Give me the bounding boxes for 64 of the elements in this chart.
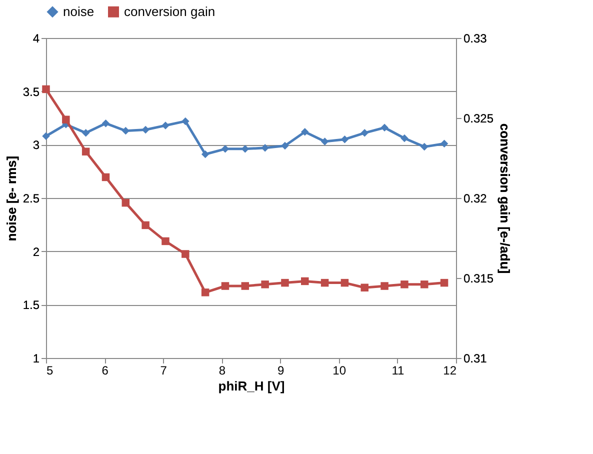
point	[42, 85, 50, 94]
point	[82, 129, 90, 137]
point	[380, 282, 388, 290]
point	[420, 280, 428, 288]
point	[142, 221, 150, 230]
y2-axis-title: conversion gain [e-/adu]	[498, 123, 513, 274]
point	[261, 144, 269, 152]
point	[400, 280, 408, 288]
point	[320, 138, 329, 146]
x-tick-label: 10	[332, 364, 346, 378]
point	[62, 116, 70, 124]
point	[162, 122, 170, 130]
y2-tick-label: 0.315	[464, 272, 494, 286]
point	[281, 142, 289, 150]
y2-tick-label: 0.33	[464, 32, 488, 46]
y2-tick-label: 0.32	[464, 192, 488, 206]
point	[340, 135, 349, 144]
x-axis-title: phiR_H [V]	[218, 378, 285, 394]
point	[241, 282, 250, 290]
point	[221, 282, 230, 290]
point	[42, 132, 50, 140]
point	[82, 148, 90, 156]
point	[301, 277, 309, 286]
x-tick-label: 5	[46, 364, 54, 378]
point	[380, 124, 388, 132]
point	[162, 237, 170, 246]
point	[360, 129, 368, 137]
point	[102, 119, 110, 128]
point	[182, 250, 190, 258]
y-tick-label: 3.5	[22, 84, 40, 99]
point	[440, 140, 448, 148]
point	[340, 278, 349, 287]
point	[281, 278, 289, 287]
x-tick-label: 6	[102, 364, 109, 378]
point	[261, 280, 269, 288]
point	[122, 126, 130, 135]
x-tick-label: 7	[160, 364, 168, 378]
y-tick-label: 2.5	[22, 192, 40, 206]
y2-tick-label: 0.31	[464, 352, 488, 366]
point	[360, 284, 368, 292]
x-tick-label: 9	[277, 364, 284, 378]
point	[420, 142, 428, 151]
y-tick-label: 2	[32, 244, 40, 259]
point	[400, 134, 408, 142]
x-tick-label: 12	[443, 364, 457, 378]
point	[440, 278, 448, 287]
y-tick-label: 1	[32, 352, 40, 366]
point	[320, 278, 329, 287]
x-tick-label: 11	[392, 364, 404, 378]
point	[122, 198, 130, 207]
legend-label: conversion gain	[124, 4, 216, 19]
y2-tick-label: 0.325	[464, 112, 494, 126]
y-tick-label: 4	[32, 32, 40, 46]
point	[142, 126, 150, 134]
point	[201, 150, 210, 158]
y-tick-label: 3	[32, 138, 40, 152]
y-axis-title: noise [e- rms]	[4, 156, 19, 242]
point	[102, 173, 110, 182]
y-tick-label: 1.5	[22, 298, 40, 312]
legend-label: noise	[63, 4, 94, 19]
point	[182, 117, 190, 126]
point	[301, 128, 309, 136]
point	[201, 288, 210, 296]
x-tick-label: 8	[218, 364, 226, 378]
